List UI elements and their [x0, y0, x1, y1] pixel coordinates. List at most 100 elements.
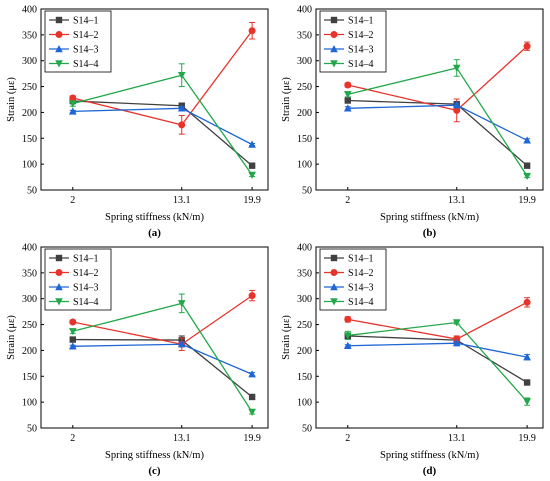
y-tick-label: 250: [297, 82, 312, 93]
legend-marker: [55, 16, 63, 24]
data-point: [523, 42, 531, 50]
y-tick-label: 50: [27, 424, 37, 435]
x-axis-label: Spring stiffness (kN/m): [380, 212, 479, 223]
series-3: [343, 101, 531, 144]
data-point: [523, 136, 531, 144]
legend-marker: [330, 254, 338, 262]
y-tick-label: 200: [22, 346, 37, 357]
data-point: [344, 315, 352, 323]
x-tick-label: 19.9: [518, 433, 536, 444]
series-4: [68, 293, 256, 416]
x-tick-label: 2: [345, 433, 350, 444]
y-axis-label: Strain (με): [6, 77, 17, 122]
y-tick-label: 200: [297, 346, 312, 357]
panel-label: (b): [423, 227, 437, 239]
data-point: [177, 300, 186, 308]
y-tick-label: 250: [297, 320, 312, 331]
legend-marker: [330, 31, 338, 38]
series-line: [347, 342, 528, 358]
data-point: [177, 71, 186, 80]
series-line: [72, 338, 253, 398]
series-2: [69, 21, 256, 135]
legend-marker: [330, 60, 338, 68]
data-point: [523, 398, 531, 406]
panel-label: (a): [148, 227, 161, 239]
legend-marker: [330, 298, 338, 306]
data-point: [344, 97, 351, 104]
y-tick-label: 350: [297, 268, 312, 279]
series-2: [344, 41, 531, 123]
data-point: [248, 408, 256, 416]
data-point: [343, 104, 352, 112]
data-point: [69, 318, 77, 326]
x-tick-label: 2: [70, 195, 75, 206]
y-tick-label: 100: [297, 160, 312, 171]
plot-frame: [315, 246, 544, 429]
y-tick-label: 400: [297, 243, 312, 254]
legend-marker: [330, 16, 338, 24]
data-point: [523, 162, 531, 169]
plot-frame: [40, 246, 269, 429]
series-1: [344, 332, 531, 386]
legend-marker: [330, 269, 338, 276]
y-tick-label: 400: [22, 5, 37, 16]
legend-marker: [55, 298, 63, 306]
data-point: [523, 172, 531, 181]
x-tick-label: 13.1: [448, 195, 466, 206]
x-tick-label: 2: [345, 195, 350, 206]
legend-marker: [330, 283, 338, 291]
x-tick-label: 13.1: [173, 433, 191, 444]
series-4: [343, 319, 531, 406]
plot-frame: [315, 8, 544, 191]
x-tick-label: 19.9: [518, 195, 536, 206]
data-point: [177, 340, 186, 348]
chart-panel-3: 50 100 150 200 250 300 350 400 2 13.1 19.9 Spring s…: [6, 243, 269, 477]
y-tick-label: 400: [297, 5, 312, 16]
data-point: [453, 106, 461, 114]
series-3: [68, 104, 256, 148]
legend: S14–1 S14–2 S14–3 S14–4: [319, 10, 387, 73]
y-tick-label: 200: [22, 108, 37, 119]
data-point: [68, 328, 77, 336]
data-point: [344, 81, 352, 89]
legend-label: S14–3: [73, 45, 99, 56]
data-point: [523, 353, 531, 361]
x-tick-label: 19.9: [243, 433, 261, 444]
data-point: [248, 171, 256, 180]
y-tick-label: 50: [302, 424, 312, 435]
data-point: [523, 298, 531, 306]
chart-panel-1: 50 100 150 200 250 300 350 400 2 13.1 19.9 Spring s…: [6, 5, 269, 239]
data-point: [68, 107, 77, 115]
legend: S14–1 S14–2 S14–3 S14–4: [319, 248, 387, 311]
legend-marker: [55, 60, 63, 68]
series-4: [68, 63, 256, 180]
y-axis-label: Strain (με): [281, 77, 292, 122]
series-3: [68, 340, 256, 378]
legend-label: S14–3: [73, 283, 99, 294]
legend-marker: [55, 283, 63, 291]
x-tick-label: 2: [70, 433, 75, 444]
legend-label: S14–2: [348, 268, 374, 279]
y-tick-label: 50: [27, 186, 37, 197]
legend-label: S14–3: [348, 283, 374, 294]
y-tick-label: 50: [302, 186, 312, 197]
series-line: [72, 107, 253, 146]
data-point: [343, 341, 352, 349]
data-point: [178, 121, 186, 129]
y-tick-label: 250: [22, 82, 37, 93]
data-point: [248, 292, 256, 300]
legend-marker: [330, 45, 338, 53]
series-line: [347, 67, 528, 177]
data-point: [452, 319, 461, 327]
series-line: [72, 302, 253, 413]
legend-label: S14–2: [73, 268, 99, 279]
x-axis-label: Spring stiffness (kN/m): [380, 450, 479, 461]
legend-marker: [55, 31, 63, 38]
data-point: [452, 339, 461, 347]
data-point: [177, 104, 186, 112]
data-point: [343, 332, 352, 340]
y-tick-label: 100: [22, 398, 37, 409]
data-point: [343, 91, 352, 99]
data-point: [248, 27, 256, 35]
data-point: [452, 64, 461, 72]
